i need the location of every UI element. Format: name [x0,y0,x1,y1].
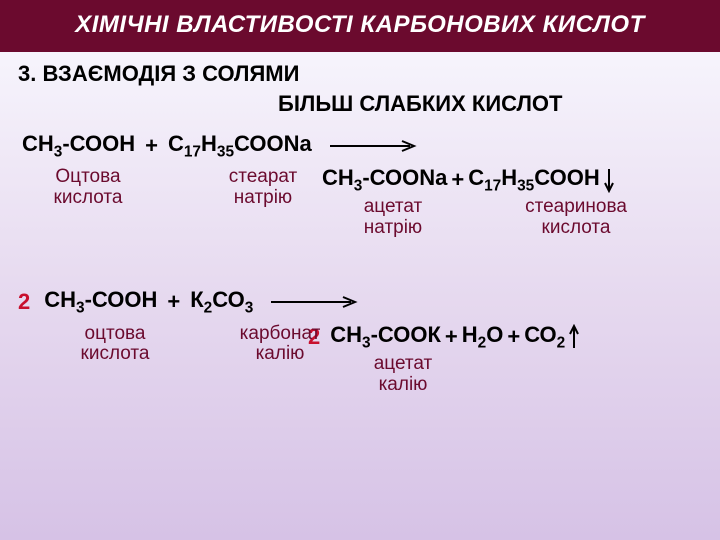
reagent-labels: Оцтовакислота стеаратнатрію [18,167,348,209]
products-line: 2СН3-СООК+Н2О+СО2 [308,322,702,352]
reaction-arrow-icon [269,294,359,310]
product-label [496,354,556,396]
slide: ХІМІЧНІ ВЛАСТИВОСТІ КАРБОНОВИХ КИСЛОТ 3.… [0,0,720,540]
reagents-line: 2СН3-СООН+К2СО3 [18,287,702,317]
plus-sign: + [161,289,186,315]
reagent-formula: СН3-СООН [40,287,161,317]
product-formula: Н2О [458,322,508,352]
reagent-formula: С17Н35СООNа [164,131,316,161]
products-line: СН3-СООNа+С17Н35СООН [318,165,702,195]
reaction-block: СН3-СООН+С17Н35СООNа Оцтовакислотастеара… [18,131,702,240]
plus-sign: + [445,324,458,350]
reagent-label: оцтовакислота [40,324,190,366]
content-area: 3. ВЗАЄМОДІЯ З СОЛЯМИ БІЛЬШ СЛАБКИХ КИСЛ… [0,52,720,396]
title-bar: ХІМІЧНІ ВЛАСТИВОСТІ КАРБОНОВИХ КИСЛОТ [0,0,720,52]
gas-arrow-icon [569,324,579,350]
product-formula: СО2 [520,322,569,352]
product-labels: ацетаткалію [308,354,702,396]
slide-title: ХІМІЧНІ ВЛАСТИВОСТІ КАРБОНОВИХ КИСЛОТ [75,11,644,38]
reagent-label: стеаратнатрію [178,167,348,209]
reagent-labels: оцтовакислота карбонаткалію [18,324,350,366]
reaction-lower: Оцтовакислота стеаратнатрію СН3-СООNа+С17… [18,165,702,239]
section-heading: 3. ВЗАЄМОДІЯ З СОЛЯМИ [18,60,702,89]
product-label: ацетаткалію [328,354,478,396]
reaction-arrow-icon [328,138,418,154]
product-labels: ацетатнатріюстеариновакислота [318,197,702,239]
reaction-lower: оцтовакислота карбонаткалію 2СН3-СООК+Н2О… [18,322,702,396]
reagents-line: СН3-СООН+С17Н35СООNа [18,131,702,161]
reagent-label: Оцтовакислота [18,167,158,209]
precipitate-arrow-icon [604,167,614,193]
reagent-label: карбонаткалію [210,324,350,366]
plus-sign: + [507,324,520,350]
product-formula: С17Н35СООН [464,165,603,195]
reagent-formula: СН3-СООН [18,131,139,161]
product-label: стеариновакислота [486,197,666,239]
section-subtitle: БІЛЬШ СЛАБКИХ КИСЛОТ [278,91,702,117]
reaction-block: 2СН3-СООН+К2СО3 оцтовакислотакарбонаткал… [18,287,702,396]
plus-sign: + [139,133,164,159]
reagent-formula: К2СО3 [186,287,257,317]
coefficient: 2 [18,289,40,315]
reactions-host: СН3-СООН+С17Н35СООNа Оцтовакислотастеара… [18,131,702,396]
plus-sign: + [451,167,464,193]
product-label [574,354,634,396]
